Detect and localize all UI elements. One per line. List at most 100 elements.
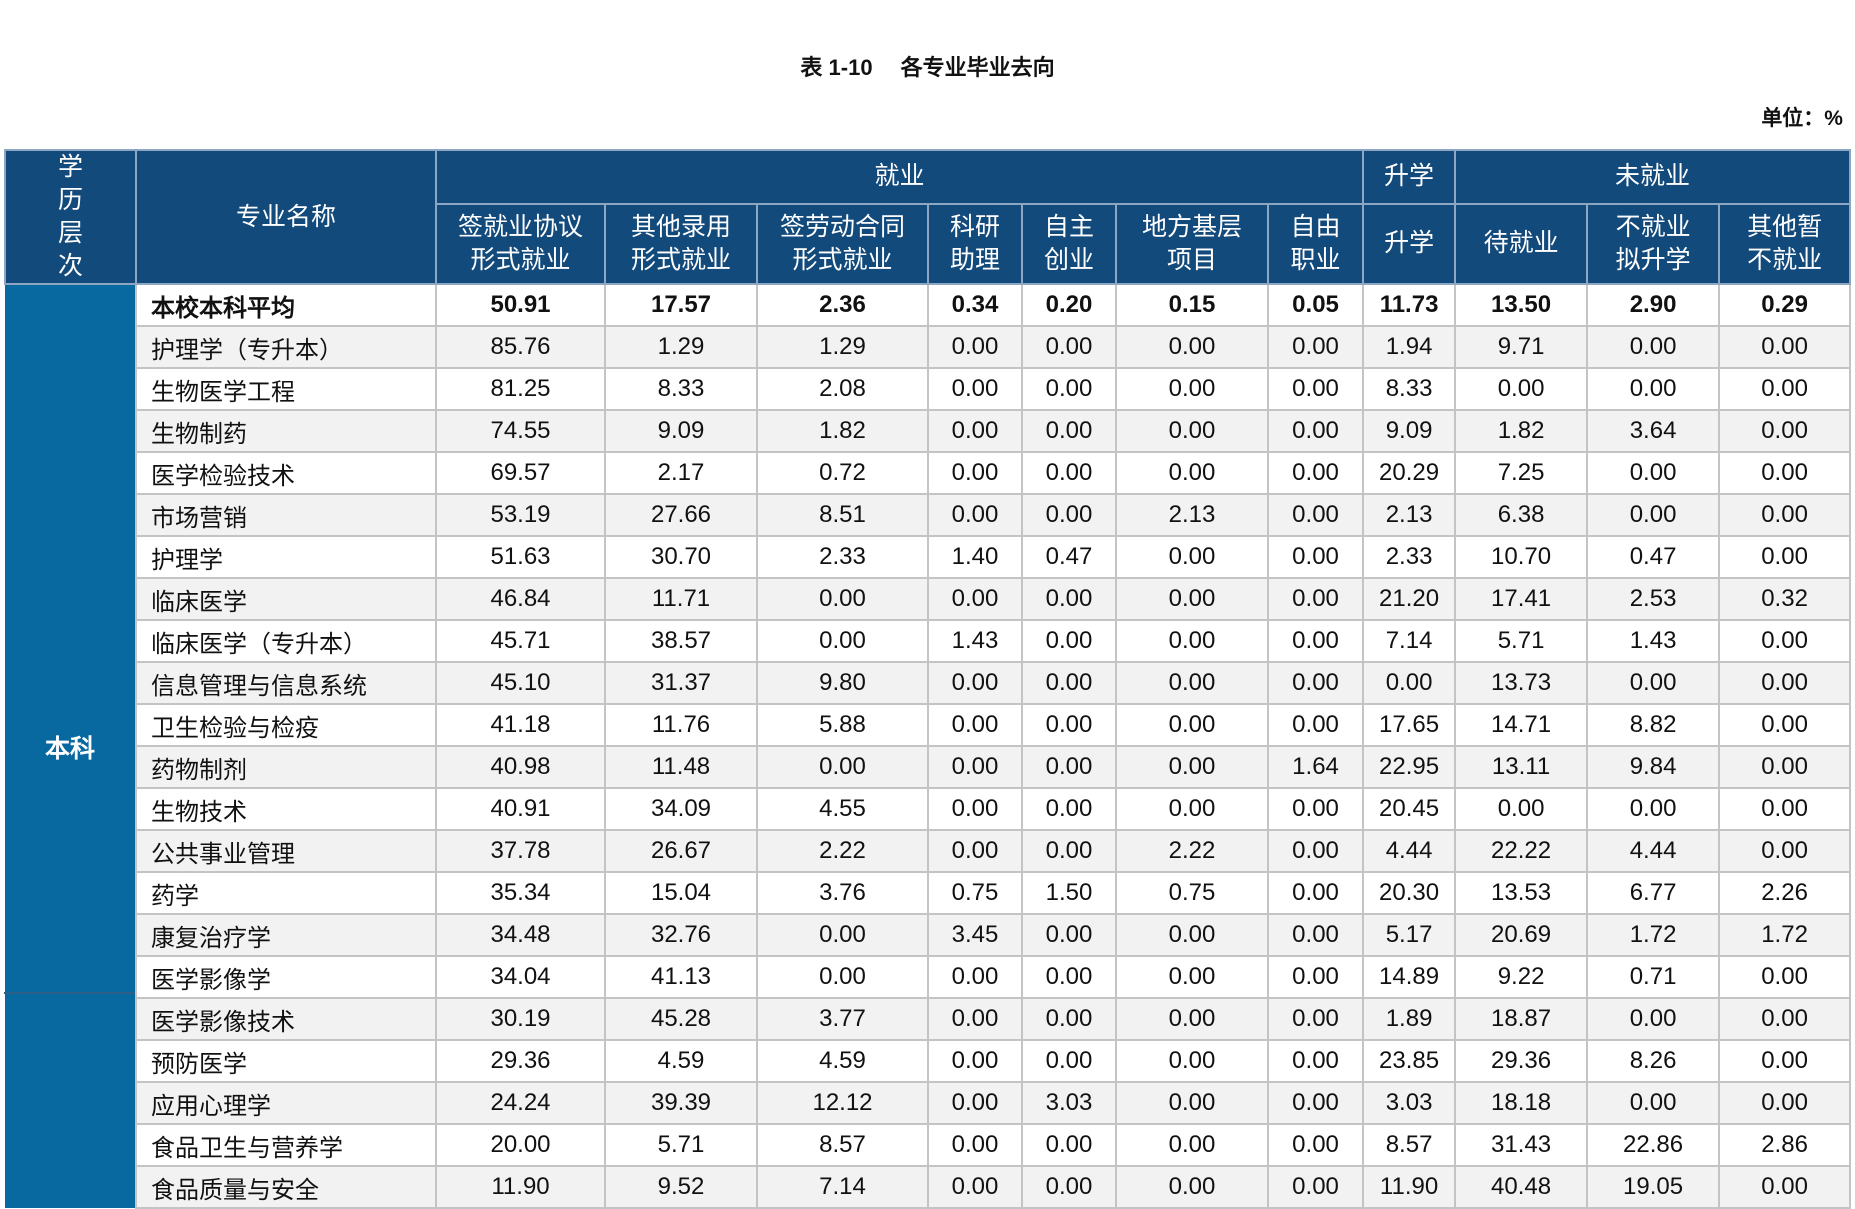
header-level: 学历层次 <box>4 149 137 285</box>
table-row: 药物制剂 40.98 11.48 0.00 0.00 0.00 0.00 1.64 22.95 1… <box>5 745 1852 789</box>
value-cell: 1.29 <box>756 325 929 369</box>
value-cell: 3.64 <box>1586 409 1721 453</box>
value-cell: 0.00 <box>1266 661 1365 705</box>
value-cell: 2.26 <box>1718 871 1852 915</box>
value-cell: 2.22 <box>1115 829 1269 873</box>
value-cell: 0.00 <box>1115 1123 1269 1167</box>
value-cell: 8.57 <box>1362 1123 1457 1167</box>
value-cell: 0.00 <box>1115 913 1269 957</box>
value-cell: 0.00 <box>927 703 1023 747</box>
value-cell: 0.00 <box>1021 661 1117 705</box>
value-cell: 11.48 <box>604 745 758 789</box>
value-cell: 0.00 <box>1021 493 1117 537</box>
major-name-cell: 医学检验技术 <box>135 451 437 495</box>
value-cell: 0.00 <box>1718 955 1852 999</box>
value-cell: 19.05 <box>1586 1165 1721 1209</box>
value-cell: 7.14 <box>756 1165 929 1209</box>
value-cell: 46.84 <box>435 577 606 621</box>
value-cell: 8.57 <box>756 1123 929 1167</box>
value-cell: 0.00 <box>927 367 1023 411</box>
value-cell: 2.53 <box>1586 577 1721 621</box>
value-cell: 0.00 <box>1266 829 1365 873</box>
value-cell: 0.00 <box>1266 535 1365 579</box>
value-cell: 0.00 <box>1718 661 1852 705</box>
table-row: 生物制药 74.55 9.09 1.82 0.00 0.00 0.00 0.00 9.09 1.8… <box>5 409 1852 453</box>
value-cell: 9.09 <box>604 409 758 453</box>
major-name-cell: 护理学 <box>135 535 437 579</box>
value-cell: 8.33 <box>604 367 758 411</box>
value-cell: 0.71 <box>1586 955 1721 999</box>
value-cell: 0.00 <box>1115 409 1269 453</box>
value-cell: 17.57 <box>604 283 758 327</box>
header-group-unemployed: 未就业 <box>1454 149 1852 205</box>
header-column: 待就业 <box>1454 202 1589 286</box>
value-cell: 0.00 <box>1021 787 1117 831</box>
value-cell: 31.37 <box>604 661 758 705</box>
header-column-label: 待就业 <box>1483 229 1559 258</box>
value-cell: 0.00 <box>1718 451 1852 495</box>
table-row: 卫生检验与检疫 41.18 11.76 5.88 0.00 0.00 0.00 0.00 17.… <box>5 703 1852 747</box>
header-column-label: 地方基层项目 <box>1141 212 1242 274</box>
value-cell: 69.57 <box>435 451 606 495</box>
value-cell: 0.00 <box>1586 493 1721 537</box>
major-name-cell: 卫生检验与检疫 <box>135 703 437 747</box>
value-cell: 20.00 <box>435 1123 606 1167</box>
value-cell: 10.70 <box>1454 535 1589 579</box>
table-row: 预防医学 29.36 4.59 4.59 0.00 0.00 0.00 0.00 23.85 29… <box>5 1039 1852 1083</box>
value-cell: 0.00 <box>1718 787 1852 831</box>
value-cell: 0.47 <box>1586 535 1721 579</box>
value-cell: 2.33 <box>1362 535 1457 579</box>
value-cell: 20.30 <box>1362 871 1457 915</box>
value-cell: 0.00 <box>1718 745 1852 789</box>
value-cell: 41.13 <box>604 955 758 999</box>
value-cell: 2.86 <box>1718 1123 1852 1167</box>
value-cell: 1.43 <box>927 619 1023 663</box>
value-cell: 0.00 <box>1021 703 1117 747</box>
value-cell: 1.29 <box>604 325 758 369</box>
value-cell: 0.00 <box>1115 577 1269 621</box>
value-cell: 11.71 <box>604 577 758 621</box>
value-cell: 0.00 <box>1115 325 1269 369</box>
value-cell: 0.00 <box>1266 493 1365 537</box>
header-column: 升学 <box>1362 202 1457 286</box>
value-cell: 4.55 <box>756 787 929 831</box>
header-column-label: 其他暂不就业 <box>1747 212 1823 274</box>
value-cell: 0.00 <box>1021 1165 1117 1209</box>
header-major: 专业名称 <box>135 149 437 285</box>
value-cell: 0.00 <box>1266 451 1365 495</box>
major-name-cell: 食品质量与安全 <box>135 1165 437 1209</box>
value-cell: 51.63 <box>435 535 606 579</box>
header-group-further-study: 升学 <box>1362 149 1457 205</box>
table-row: 应用心理学 24.24 39.39 12.12 0.00 3.03 0.00 0.00 3.03… <box>5 1081 1852 1125</box>
table-row: 食品卫生与营养学 20.00 5.71 8.57 0.00 0.00 0.00 0.00 8.5… <box>5 1123 1852 1167</box>
value-cell: 0.00 <box>1115 955 1269 999</box>
value-cell: 0.00 <box>1586 997 1721 1041</box>
value-cell: 4.59 <box>756 1039 929 1083</box>
table-row: 公共事业管理 37.78 26.67 2.22 0.00 0.00 2.22 0.00 4.44… <box>5 829 1852 873</box>
value-cell: 0.00 <box>756 955 929 999</box>
value-cell: 9.22 <box>1454 955 1589 999</box>
major-name-cell: 公共事业管理 <box>135 829 437 873</box>
graduate-destination-table: 学历层次 专业名称 就业 升学 未就业 签就业协议形式就业 其他录用形式就业 签劳动… <box>4 149 1852 1209</box>
value-cell: 0.00 <box>1115 787 1269 831</box>
value-cell: 0.00 <box>927 451 1023 495</box>
value-cell: 0.00 <box>1021 619 1117 663</box>
header-column-label: 其他录用形式就业 <box>631 212 732 274</box>
value-cell: 0.00 <box>1718 829 1852 873</box>
value-cell: 20.29 <box>1362 451 1457 495</box>
header-column: 签就业协议形式就业 <box>435 202 606 286</box>
value-cell: 2.13 <box>1362 493 1457 537</box>
value-cell: 22.86 <box>1586 1123 1721 1167</box>
value-cell: 32.76 <box>604 913 758 957</box>
value-cell: 31.43 <box>1454 1123 1589 1167</box>
table-row: 临床医学 46.84 11.71 0.00 0.00 0.00 0.00 0.00 21.20 1… <box>5 577 1852 621</box>
value-cell: 0.00 <box>1586 1081 1721 1125</box>
value-cell: 37.78 <box>435 829 606 873</box>
value-cell: 0.00 <box>1021 577 1117 621</box>
value-cell: 17.41 <box>1454 577 1589 621</box>
value-cell: 0.00 <box>1021 409 1117 453</box>
value-cell: 0.00 <box>927 1165 1023 1209</box>
value-cell: 13.11 <box>1454 745 1589 789</box>
value-cell: 8.51 <box>756 493 929 537</box>
value-cell: 50.91 <box>435 283 606 327</box>
